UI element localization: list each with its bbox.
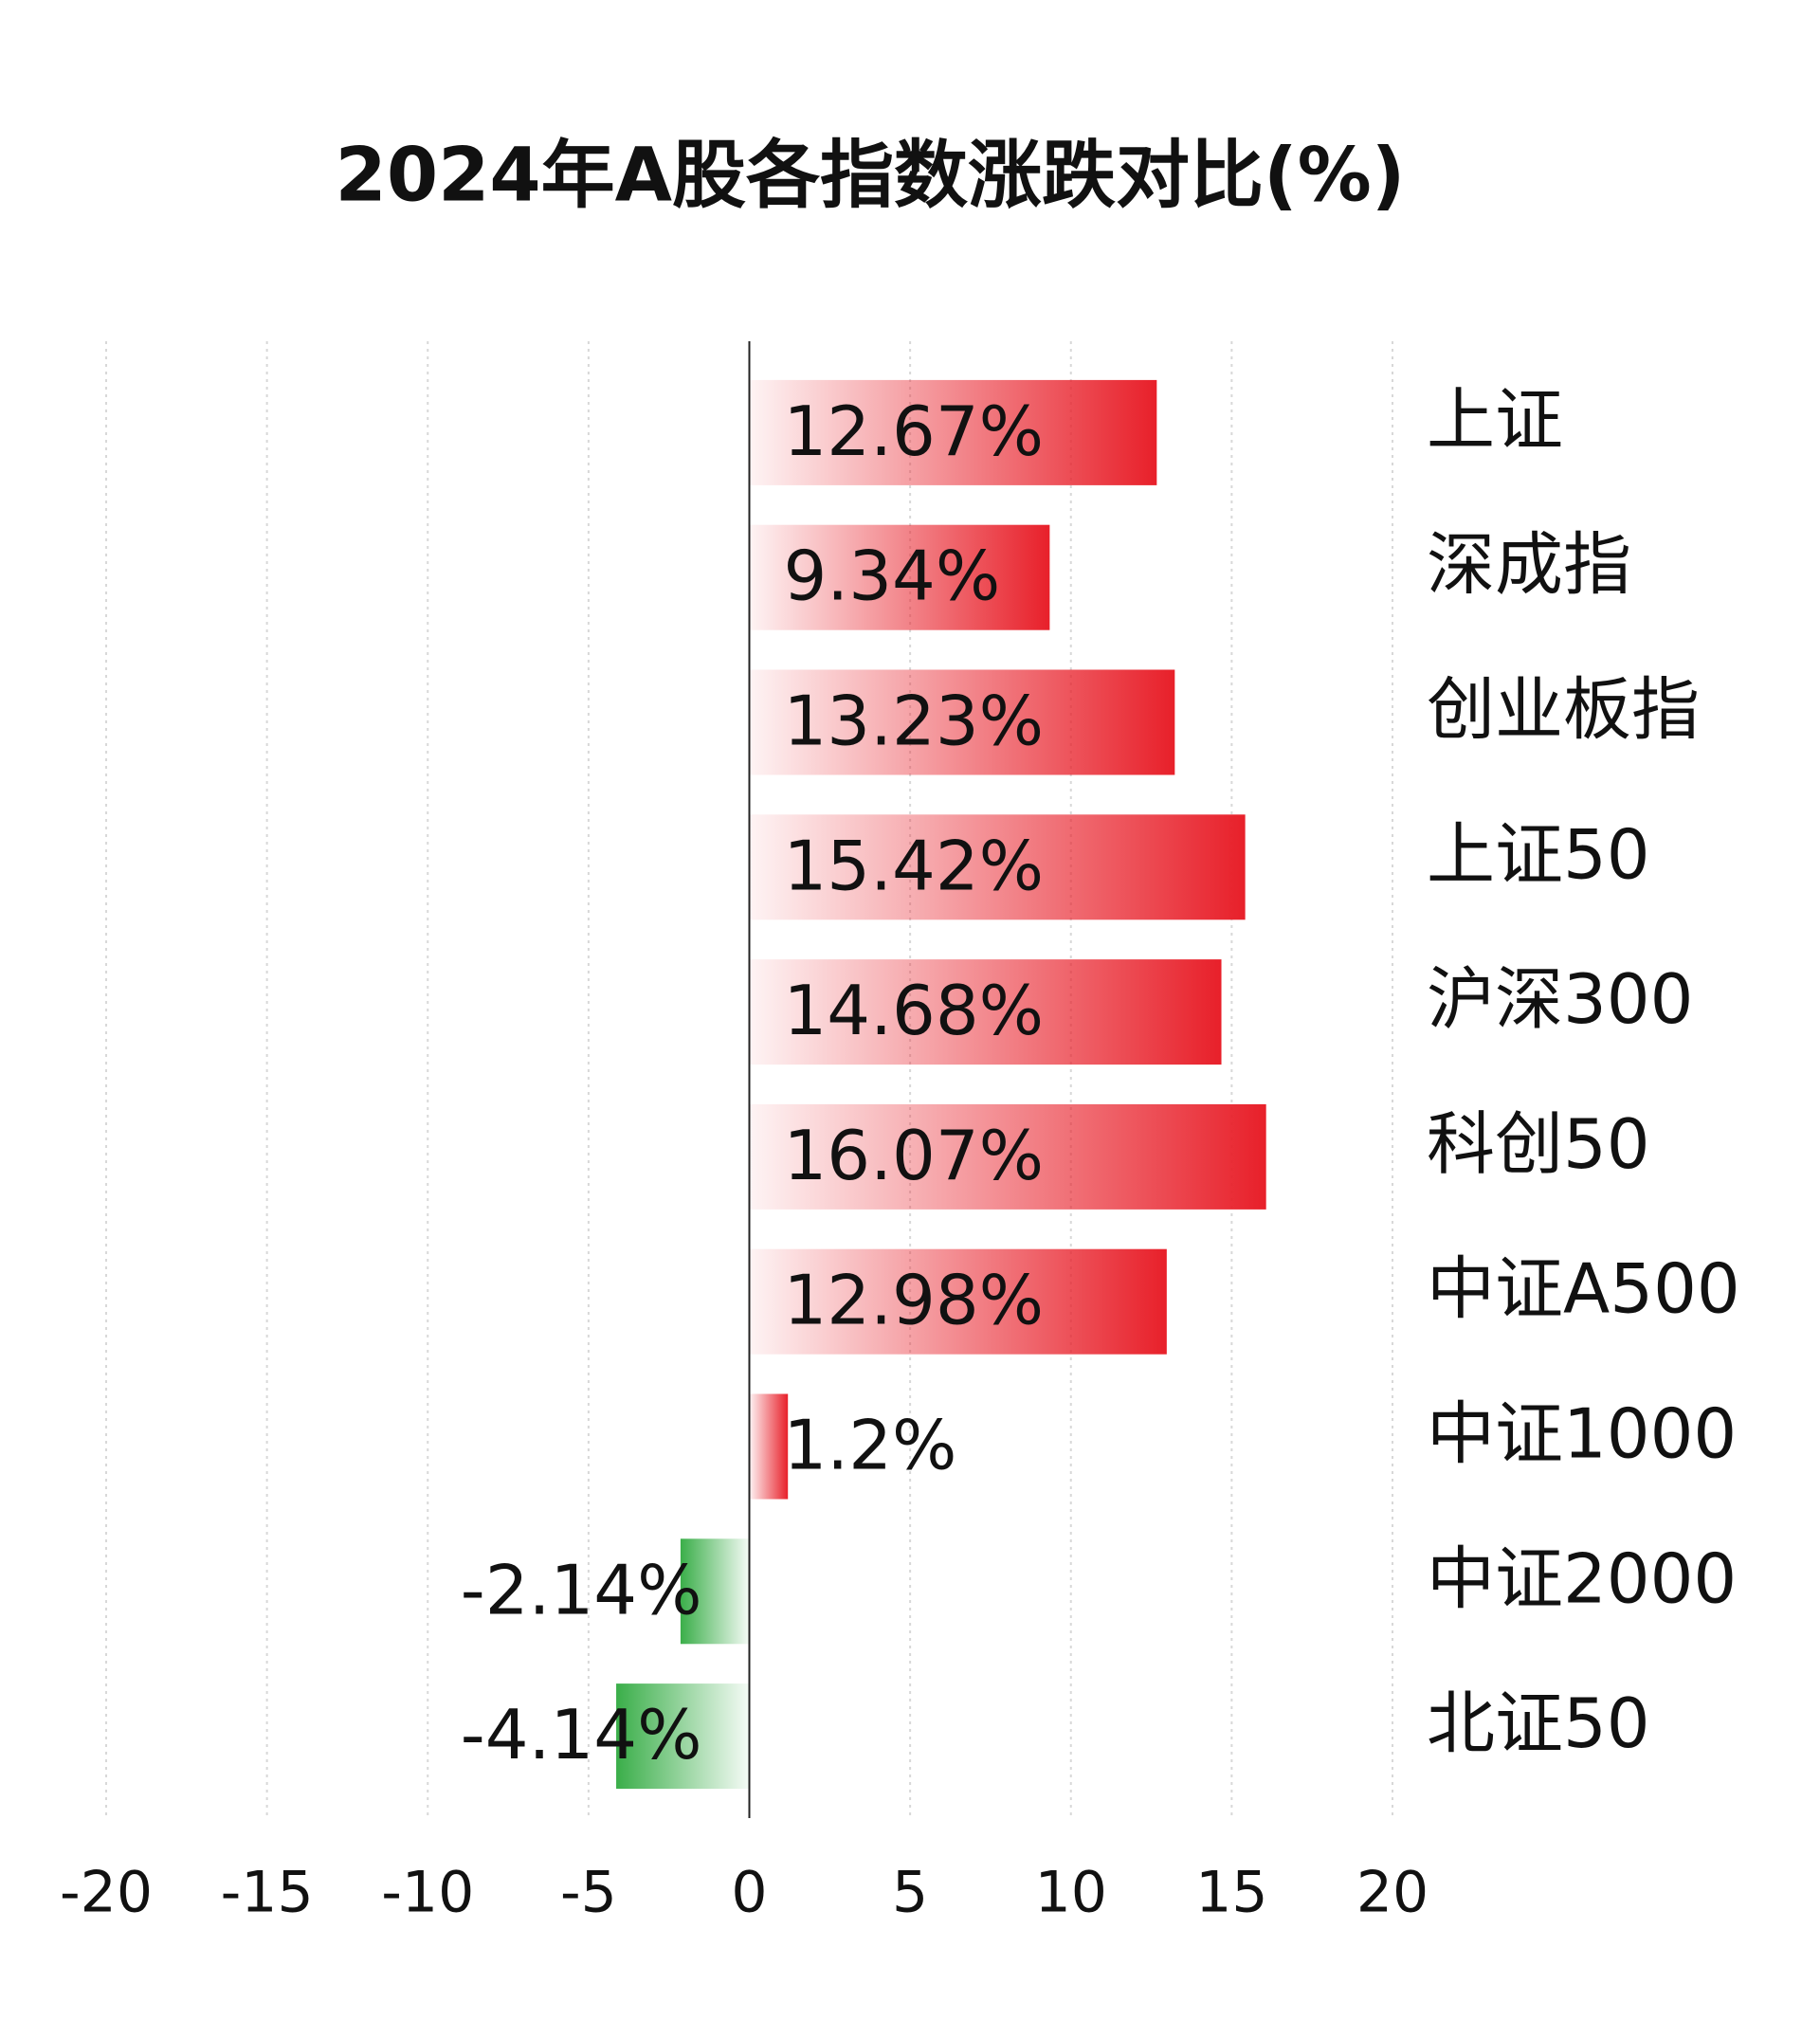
value-label: 15.42% [784, 826, 1045, 905]
value-label: 14.68% [784, 971, 1045, 1050]
bar [680, 1538, 750, 1645]
bar [749, 1248, 1167, 1355]
x-tick-label: 20 [1356, 1860, 1429, 1926]
value-label: -2.14% [461, 1550, 702, 1629]
category-label: 深成指 [1427, 525, 1631, 605]
value-label: 12.98% [784, 1261, 1045, 1340]
x-tick-label: 5 [892, 1860, 928, 1926]
category-label: 中证1000 [1427, 1394, 1737, 1474]
x-tick-label: 15 [1195, 1860, 1267, 1926]
bar [749, 524, 1050, 630]
value-label: 12.67% [784, 391, 1045, 471]
value-label: 9.34% [784, 537, 1001, 616]
bar [749, 959, 1222, 1065]
x-tick-label: -5 [560, 1860, 617, 1926]
category-label: 沪深300 [1427, 959, 1693, 1039]
category-label: 上证 [1427, 380, 1563, 460]
value-label: 16.07% [784, 1116, 1045, 1195]
value-label: 1.2% [784, 1406, 957, 1485]
x-tick-label: -15 [221, 1860, 314, 1926]
category-label: 北证50 [1427, 1683, 1650, 1763]
bar [749, 1103, 1266, 1210]
category-label: 中证A500 [1427, 1249, 1740, 1329]
category-label: 中证2000 [1427, 1538, 1737, 1618]
x-tick-label: 10 [1035, 1860, 1107, 1926]
value-label: -4.14% [461, 1695, 702, 1774]
value-label: 13.23% [784, 682, 1045, 761]
x-tick-label: 0 [731, 1860, 767, 1926]
x-tick-label: -10 [381, 1860, 474, 1926]
bar [749, 669, 1175, 775]
bar [616, 1683, 750, 1790]
x-tick-label: -20 [60, 1860, 153, 1926]
bar [749, 379, 1157, 485]
category-label: 创业板指 [1427, 670, 1700, 750]
bar [749, 814, 1246, 920]
bar [749, 1393, 789, 1500]
chart-title: 2024年A股各指数涨跌对比(%) [336, 133, 1406, 218]
category-label: 上证50 [1427, 814, 1650, 894]
category-label: 科创50 [1427, 1104, 1650, 1184]
